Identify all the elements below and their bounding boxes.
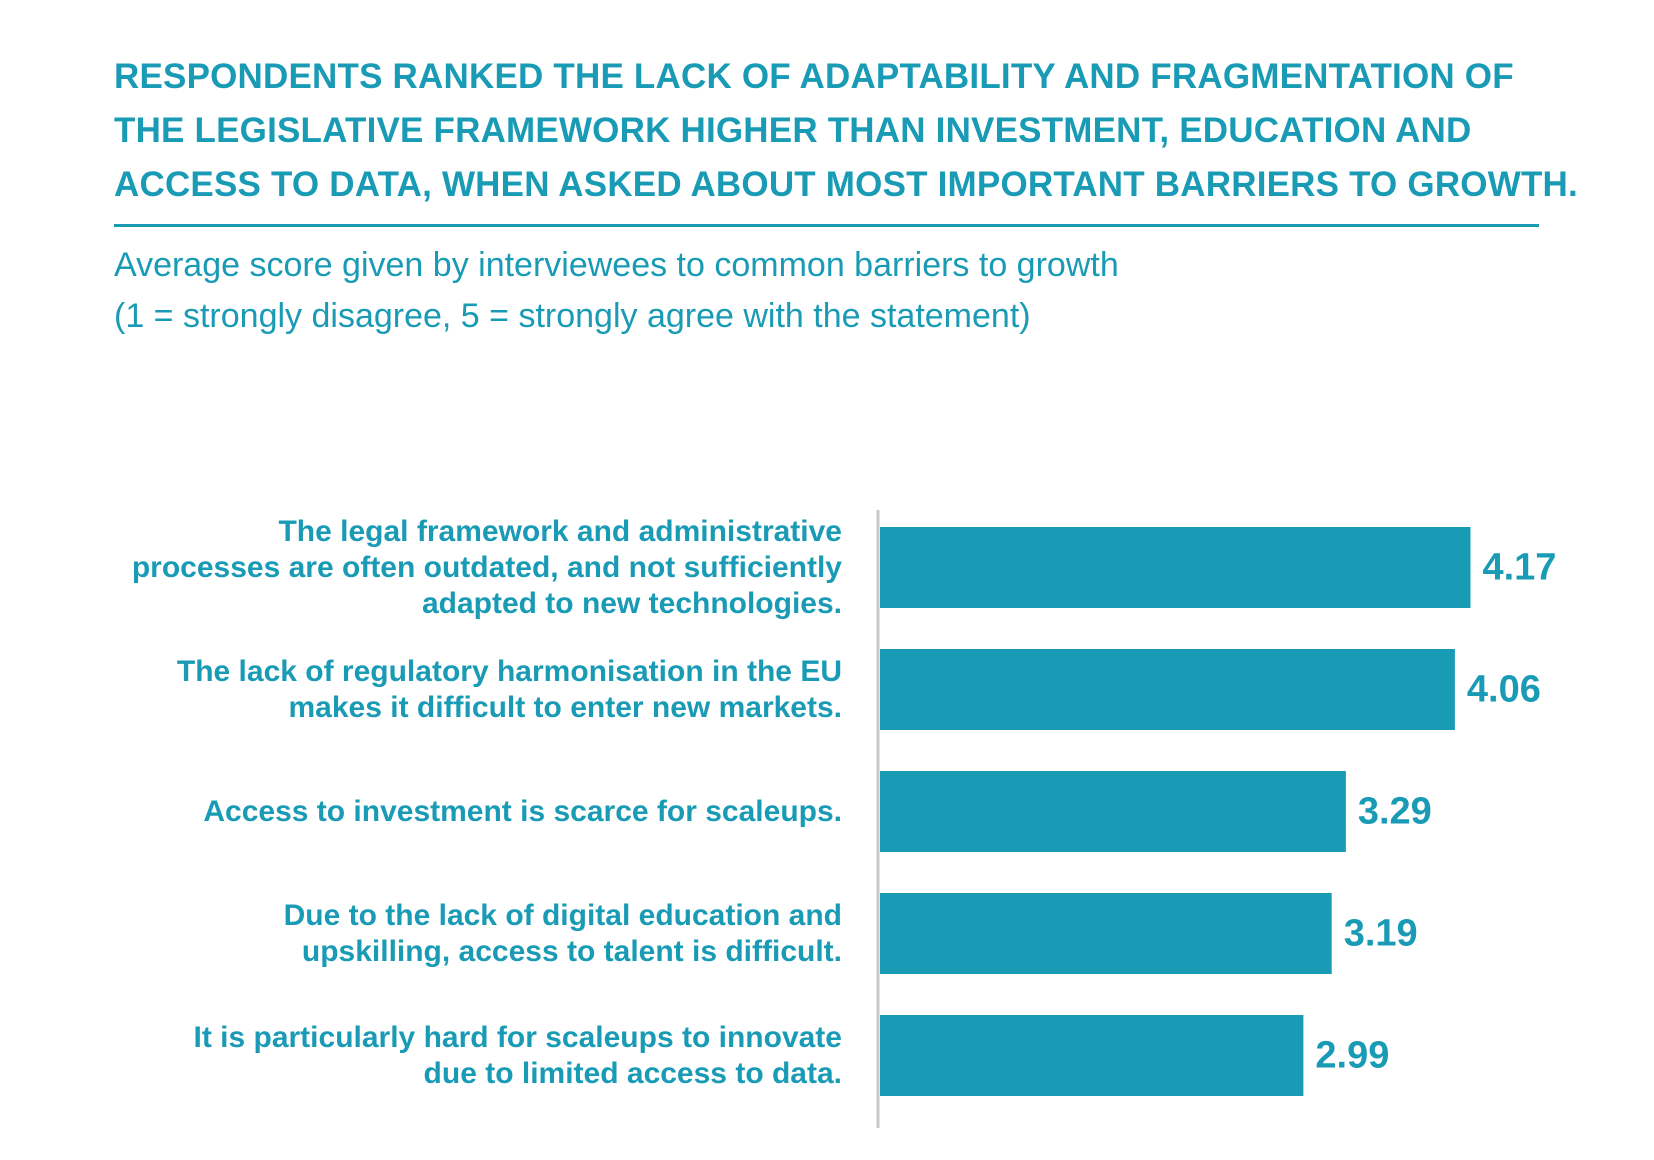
category-label-4: Due to the lack of digital education and… — [284, 899, 842, 968]
value-label-3: 3.29 — [1358, 791, 1432, 833]
headline: RESPONDENTS RANKED THE LACK OF ADAPTABIL… — [114, 50, 1578, 212]
category-label-2: The lack of regulatory harmonisation in … — [177, 655, 842, 724]
bars-layer — [880, 527, 1471, 1096]
chart-subtitle: Average score given by interviewees to c… — [114, 240, 1119, 342]
subtitle-line-1: Average score given by interviewees to c… — [114, 246, 1119, 284]
category-label-5-line-1: It is particularly hard for scaleups to … — [193, 1021, 842, 1054]
category-label-5: It is particularly hard for scaleups to … — [193, 1021, 842, 1090]
value-labels: 4.17 4.06 3.29 3.19 2.99 — [1315, 547, 1556, 1077]
category-label-4-line-1: Due to the lack of digital education and — [284, 899, 842, 932]
value-label-2: 4.06 — [1467, 669, 1541, 711]
bar-5 — [880, 1015, 1304, 1096]
bar-2 — [880, 649, 1455, 730]
category-label-3: Access to investment is scarce for scale… — [203, 795, 842, 828]
category-label-3-line-1: Access to investment is scarce for scale… — [203, 795, 842, 828]
bar-1 — [880, 527, 1471, 608]
value-label-4: 3.19 — [1344, 913, 1418, 955]
category-label-1-line-3: adapted to new technologies. — [422, 587, 842, 620]
category-label-4-line-2: upskilling, access to talent is difficul… — [302, 935, 842, 968]
bar-4 — [880, 893, 1332, 974]
value-label-5: 2.99 — [1315, 1035, 1389, 1077]
category-label-5-line-2: due to limited access to data. — [424, 1057, 842, 1090]
category-labels: The legal framework and administrativepr… — [132, 515, 842, 1090]
category-label-1-line-1: The legal framework and administrative — [278, 515, 842, 548]
headline-divider — [114, 224, 1539, 227]
category-label-1: The legal framework and administrativepr… — [132, 515, 842, 620]
value-label-1: 4.17 — [1482, 547, 1556, 589]
category-label-2-line-1: The lack of regulatory harmonisation in … — [177, 655, 842, 688]
subtitle-line-2: (1 = strongly disagree, 5 = strongly agr… — [114, 297, 1031, 335]
bar-3 — [880, 771, 1346, 852]
headline-line-3: ACCESS TO DATA, WHEN ASKED ABOUT MOST IM… — [114, 165, 1578, 204]
category-label-2-line-2: makes it difficult to enter new markets. — [289, 691, 843, 724]
headline-line-1: RESPONDENTS RANKED THE LACK OF ADAPTABIL… — [114, 57, 1514, 96]
headline-line-2: THE LEGISLATIVE FRAMEWORK HIGHER THAN IN… — [114, 111, 1472, 150]
category-label-1-line-2: processes are often outdated, and not su… — [132, 551, 842, 584]
